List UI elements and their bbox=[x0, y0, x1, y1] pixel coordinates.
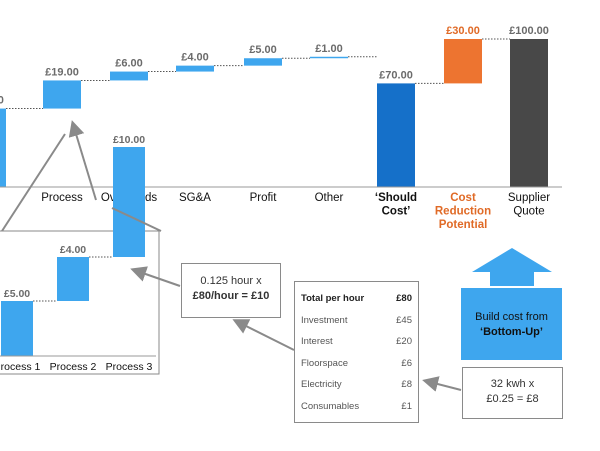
row-label: Investment bbox=[301, 314, 348, 326]
hourly-cost-table: Total per hour £80 Investment £45 Intere… bbox=[294, 281, 419, 423]
inset-value-label-2: £4.00 bbox=[60, 244, 86, 256]
arrow-to-rate-box bbox=[232, 319, 295, 351]
value-label-6: £1.00 bbox=[315, 43, 343, 55]
category-label-8: Cost bbox=[450, 192, 476, 204]
value-label-8: £30.00 bbox=[446, 25, 480, 37]
bottom-up-panel: Build cost from ‘Bottom-Up’ bbox=[461, 288, 562, 360]
category-label-9: Supplier bbox=[508, 192, 550, 204]
row-value: £8 bbox=[401, 379, 412, 391]
table-row: Electricity £8 bbox=[301, 374, 412, 396]
bar-1 bbox=[0, 108, 6, 187]
arrow-to-process-bar bbox=[68, 120, 97, 201]
category-label-7: ‘Should bbox=[375, 192, 417, 204]
value-label-4: £4.00 bbox=[181, 52, 209, 64]
row-label: Interest bbox=[301, 336, 333, 348]
bar-7 bbox=[377, 83, 415, 187]
inset-value-label-3: £10.00 bbox=[113, 134, 145, 146]
rate-formula-line2: £80/hour = £10 bbox=[192, 290, 270, 302]
row-label: Consumables bbox=[301, 400, 360, 412]
up-arrow-icon bbox=[472, 248, 552, 286]
row-label: Floorspace bbox=[301, 357, 348, 369]
bar-4 bbox=[176, 65, 214, 72]
value-label-2: £19.00 bbox=[45, 66, 79, 78]
table-row: Investment £45 bbox=[301, 310, 412, 332]
arrow-to-process3-bar bbox=[130, 266, 181, 287]
category-label-8: Potential bbox=[439, 219, 488, 231]
electricity-formula-box: 32 kwh x £0.25 = £8 bbox=[462, 367, 563, 419]
bar-3 bbox=[110, 71, 148, 81]
value-label-3: £6.00 bbox=[115, 58, 143, 70]
category-label-8: Reduction bbox=[435, 206, 491, 218]
value-label-7: £70.00 bbox=[379, 69, 413, 81]
rate-formula-box: 0.125 hour x £80/hour = £10 bbox=[181, 263, 281, 318]
category-label-7: Cost’ bbox=[382, 206, 411, 218]
row-value: £45 bbox=[396, 314, 412, 326]
category-label-4: SG&A bbox=[179, 192, 211, 204]
table-row: Floorspace £6 bbox=[301, 353, 412, 375]
category-label-9: Quote bbox=[513, 206, 544, 218]
category-label-2: Process bbox=[41, 192, 83, 204]
inset-bar-2 bbox=[57, 257, 89, 301]
bar-9 bbox=[510, 39, 548, 187]
inset-bar-3 bbox=[113, 147, 145, 257]
row-label: Electricity bbox=[301, 379, 342, 391]
rate-formula-line1: 0.125 hour x bbox=[200, 275, 262, 287]
inset-category-label-2: Process 2 bbox=[50, 361, 97, 373]
arrow-to-electricity-row bbox=[422, 376, 462, 392]
inset-bar-1 bbox=[1, 301, 33, 356]
bottom-up-line2: ‘Bottom-Up’ bbox=[480, 326, 543, 338]
bar-8 bbox=[444, 39, 482, 84]
row-value: £80 bbox=[396, 293, 412, 305]
row-value: £20 bbox=[396, 336, 412, 348]
row-value: £1 bbox=[401, 400, 412, 412]
inset-category-label-3: Process 3 bbox=[106, 361, 153, 373]
category-label-5: Profit bbox=[250, 192, 278, 204]
row-label: Total per hour bbox=[301, 293, 365, 305]
table-row: Interest £20 bbox=[301, 331, 412, 353]
kwh-formula-line1: 32 kwh x bbox=[490, 378, 535, 390]
bar-2 bbox=[43, 80, 81, 109]
table-row: Consumables £1 bbox=[301, 396, 412, 418]
category-label-6: Other bbox=[315, 192, 344, 204]
inset-value-label-1: £5.00 bbox=[4, 288, 30, 300]
row-value: £6 bbox=[401, 357, 412, 369]
kwh-formula-line2: £0.25 = £8 bbox=[486, 393, 539, 405]
value-label-5: £5.00 bbox=[249, 44, 277, 56]
table-row: Total per hour £80 bbox=[301, 288, 412, 310]
bar-5 bbox=[244, 58, 282, 66]
bar-6 bbox=[310, 56, 348, 59]
value-label-1: £53.00 bbox=[0, 95, 4, 107]
value-label-9: £100.00 bbox=[509, 25, 549, 37]
connector-line-left bbox=[1, 133, 66, 232]
inset-category-label-1: Process 1 bbox=[0, 361, 41, 373]
bottom-up-line1: Build cost from bbox=[475, 311, 548, 323]
connector-line-right bbox=[111, 207, 162, 232]
